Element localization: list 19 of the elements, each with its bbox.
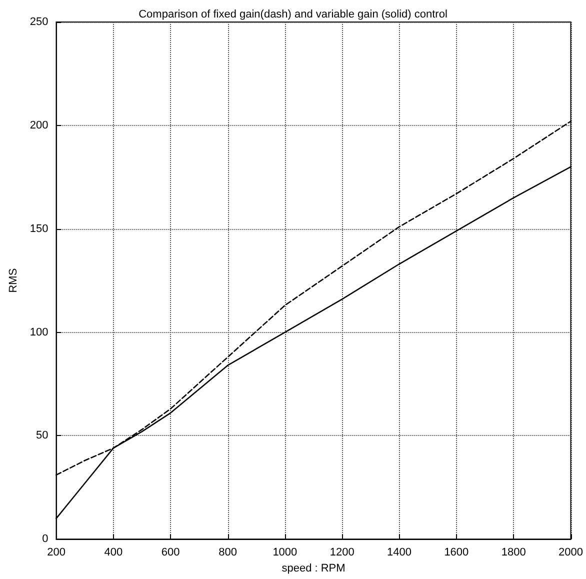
x-tick-label: 2000 (558, 546, 584, 559)
y-tick-label: 50 (36, 430, 48, 442)
x-tick-label: 1800 (501, 546, 526, 559)
x-tick-label: 1000 (272, 546, 298, 559)
x-tick-label: 600 (161, 546, 180, 559)
y-tick-label: 250 (30, 16, 48, 28)
x-axis-title: speed : RPM (282, 562, 346, 574)
x-tick-label: 400 (104, 546, 123, 559)
x-tick-label: 200 (47, 546, 66, 559)
y-tick-label: 150 (30, 222, 48, 235)
x-tick-label: 800 (218, 546, 237, 559)
y-tick-label: 0 (42, 533, 48, 546)
x-tick-label: 1400 (387, 546, 412, 559)
y-axis-title: RMS (8, 268, 20, 293)
chart-title: Comparison of fixed gain(dash) and variable gain (solid) control (138, 8, 448, 20)
y-tick-label: 100 (30, 326, 48, 338)
y-tick-label: 200 (30, 119, 48, 132)
x-tick-label: 1200 (330, 546, 354, 559)
x-tick-label: 1600 (444, 546, 469, 559)
